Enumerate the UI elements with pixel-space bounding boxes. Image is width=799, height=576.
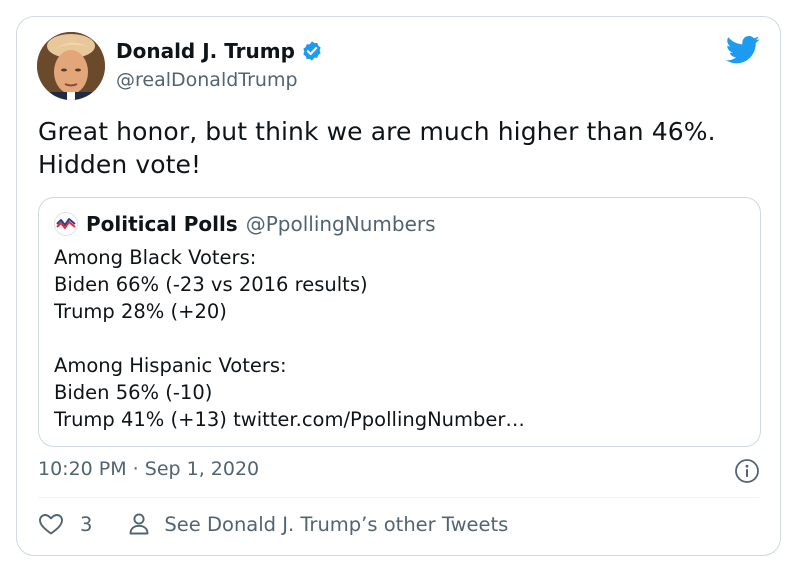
quoted-text-line [54, 325, 525, 352]
quoted-text-line: Trump 28% (+20) [54, 300, 227, 323]
political-polls-logo-icon [54, 212, 78, 236]
author-name-row[interactable]: Donald J. Trump [116, 39, 323, 63]
tweet-text: Great honor, but think we are much highe… [38, 115, 763, 181]
twitter-bird-icon[interactable] [725, 35, 760, 65]
quoted-tweet[interactable]: Political Polls @PpollingNumbers Among B… [38, 197, 761, 447]
person-icon [129, 513, 149, 535]
author-name[interactable]: Donald J. Trump [116, 39, 295, 63]
quoted-text-line: Among Hispanic Voters: [54, 354, 287, 377]
tweet-card: Donald J. Trump @realDonaldTrump Great h… [16, 16, 781, 556]
quoted-tweet-header: Political Polls @PpollingNumbers [54, 212, 436, 236]
author-avatar[interactable] [37, 32, 105, 100]
like-count: 3 [80, 512, 93, 536]
tweet-text-line: Great honor, but think we are much highe… [38, 117, 716, 146]
quoted-text-line: Trump 41% (+13) twitter.com/PpollingNumb… [54, 408, 525, 431]
tweet-timestamp[interactable]: 10:20 PM · Sep 1, 2020 [38, 458, 260, 480]
tweet-actions: 3 See Donald J. Trump’s other Tweets [38, 512, 508, 536]
quoted-text-line: Among Black Voters: [54, 246, 257, 269]
verified-badge-icon [301, 40, 323, 62]
divider [38, 497, 759, 498]
other-tweets-label[interactable]: See Donald J. Trump’s other Tweets [164, 512, 509, 536]
other-tweets-link[interactable]: See Donald J. Trump’s other Tweets [128, 512, 508, 536]
heart-icon [39, 514, 63, 535]
tweet-text-line: Hidden vote! [38, 150, 202, 179]
like-button[interactable]: 3 [38, 512, 92, 536]
info-icon[interactable] [734, 458, 760, 484]
quoted-text-line: Biden 66% (-23 vs 2016 results) [54, 273, 368, 296]
quoted-text-line: Biden 56% (-10) [54, 381, 213, 404]
quoted-author-handle: @PpollingNumbers [245, 212, 436, 236]
quoted-tweet-text: Among Black Voters: Biden 66% (-23 vs 20… [54, 244, 525, 433]
quoted-author-name: Political Polls [86, 212, 238, 236]
author-handle[interactable]: @realDonaldTrump [116, 69, 298, 91]
